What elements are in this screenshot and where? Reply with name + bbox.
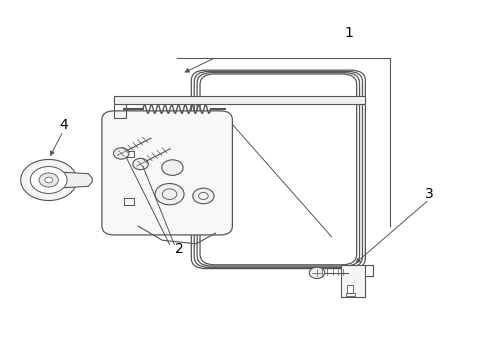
Text: 1: 1: [343, 26, 352, 40]
Text: 2: 2: [175, 242, 183, 256]
Text: 3: 3: [424, 187, 433, 201]
Circle shape: [113, 148, 129, 159]
Text: 4: 4: [59, 118, 67, 132]
Circle shape: [308, 267, 324, 279]
Bar: [123, 150, 134, 157]
Bar: [341, 265, 365, 297]
Circle shape: [20, 159, 77, 201]
Circle shape: [133, 158, 148, 170]
Circle shape: [192, 188, 214, 204]
Polygon shape: [61, 172, 92, 188]
FancyBboxPatch shape: [102, 111, 232, 235]
Circle shape: [162, 160, 183, 175]
Circle shape: [39, 173, 58, 187]
Bar: [114, 100, 126, 118]
Circle shape: [155, 184, 183, 205]
Bar: [346, 293, 354, 296]
Circle shape: [30, 167, 67, 193]
Bar: [346, 285, 352, 293]
Bar: [114, 96, 365, 104]
Circle shape: [45, 177, 53, 183]
Bar: [123, 198, 134, 205]
